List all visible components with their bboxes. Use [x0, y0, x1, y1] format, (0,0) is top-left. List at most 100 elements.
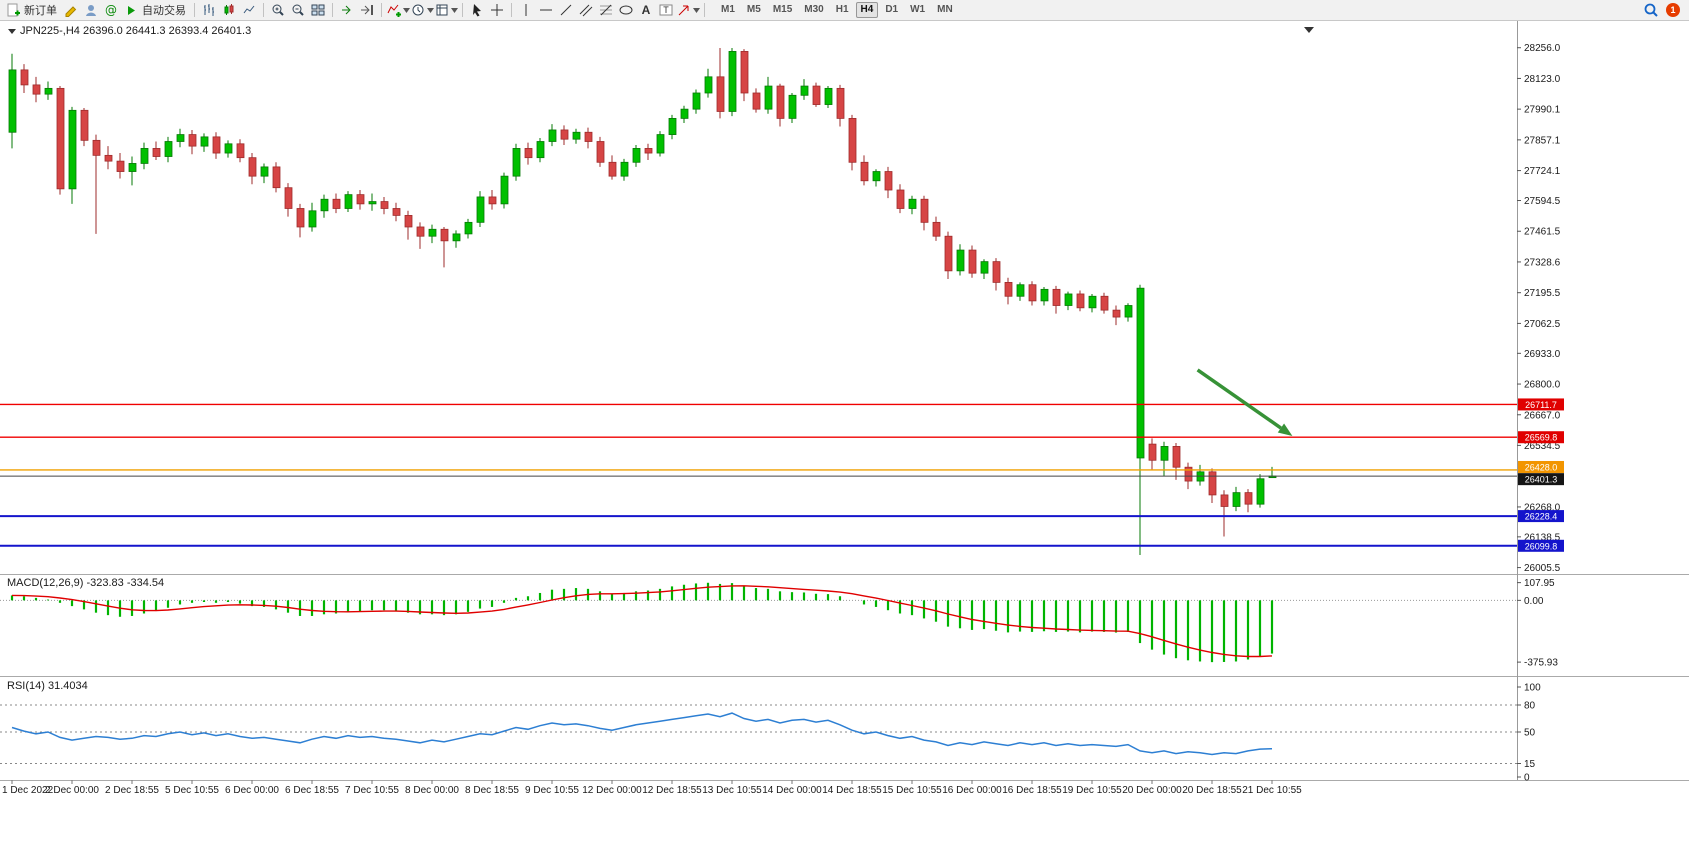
- timeframe-h4-button[interactable]: H4: [855, 2, 879, 18]
- templates-icon: [436, 4, 448, 16]
- tile-windows-button[interactable]: [308, 1, 328, 19]
- price-tick-label: 28256.0: [1524, 43, 1561, 54]
- auto-scroll-icon: [342, 5, 351, 15]
- macd-scale-label: -375.93: [1524, 658, 1558, 669]
- metaeditor-button[interactable]: [61, 1, 81, 19]
- vertical-line-icon: [525, 4, 527, 16]
- time-tick-label: 15 Dec 10:55: [882, 785, 942, 796]
- timeframe-w1-button[interactable]: W1: [910, 4, 926, 15]
- chevron-down-icon: [693, 7, 700, 13]
- profile-button[interactable]: [81, 1, 101, 19]
- vertical-line-tool-button[interactable]: [516, 1, 536, 19]
- price-label-text: 26711.7: [1525, 400, 1557, 410]
- play-icon: [128, 6, 135, 15]
- channel-icon: [579, 4, 593, 17]
- toolbar-separator: [704, 3, 705, 17]
- time-tick-label: 19 Dec 10:55: [1062, 785, 1122, 796]
- time-tick-label: 20 Dec 18:55: [1182, 785, 1242, 796]
- toolbar-separator: [462, 3, 463, 17]
- price-chart[interactable]: 28256.0 28123.0 27990.1 27857.1 27724.1 27594…: [0, 21, 1689, 860]
- price-tick-label: 26667.0: [1524, 410, 1561, 421]
- templates-button[interactable]: [434, 1, 458, 19]
- price-tick-label: 26933.0: [1524, 349, 1561, 360]
- svg-text:A: A: [642, 3, 651, 17]
- horizontal-line-tool-button[interactable]: [536, 1, 556, 19]
- profile-icon: [86, 5, 96, 16]
- chevron-down-icon: [427, 7, 434, 13]
- price-label-box: [1518, 460, 1564, 473]
- channel-tool-button[interactable]: [576, 1, 596, 19]
- timeframe-m1-button[interactable]: M1: [721, 4, 735, 15]
- timeframe-mn-button[interactable]: MN: [937, 4, 953, 15]
- line-chart-button[interactable]: [239, 1, 259, 19]
- auto-scroll-button[interactable]: [337, 1, 357, 19]
- pencil-icon: [65, 6, 77, 17]
- ohlc-bars-icon: [204, 4, 214, 16]
- toolbar-separator: [381, 3, 382, 17]
- timeframe-m15-button[interactable]: M15: [772, 4, 793, 15]
- macd-label: MACD(12,26,9) -323.83 -334.54: [7, 577, 165, 589]
- time-tick-label: 5 Dec 10:55: [165, 785, 219, 796]
- notification-badge[interactable]: 1: [1666, 3, 1680, 17]
- candlestick-chart-button[interactable]: [219, 1, 239, 19]
- bar-chart-button[interactable]: [199, 1, 219, 19]
- zoom-out-button[interactable]: [288, 1, 308, 19]
- text-icon: A: [642, 3, 651, 17]
- new-order-button[interactable]: [3, 1, 23, 19]
- timeframe-m30-button[interactable]: M30: [804, 4, 824, 15]
- chart-shift-button[interactable]: [357, 1, 377, 19]
- zoom-out-icon: [292, 4, 304, 16]
- autotrade-label[interactable]: 自动交易: [142, 5, 186, 17]
- price-axis: [1517, 47, 1521, 569]
- chart-shift-marker[interactable]: [1304, 27, 1314, 33]
- chart-shift-icon: [361, 5, 373, 15]
- rsi-level-label: 100: [1524, 683, 1541, 694]
- autotrade-button[interactable]: [121, 1, 141, 19]
- periods-button[interactable]: [410, 1, 434, 19]
- price-tick-label: 26005.5: [1524, 563, 1561, 574]
- fibonacci-tool-button[interactable]: [596, 1, 616, 19]
- timeframe-m5-button[interactable]: M5: [746, 4, 761, 15]
- line-chart-icon: [243, 5, 255, 14]
- zoom-in-button[interactable]: [268, 1, 288, 19]
- trend-arrow-annotation[interactable]: [1196, 368, 1293, 437]
- price-tick-label: 27857.1: [1524, 135, 1561, 146]
- svg-text:T: T: [663, 5, 669, 15]
- search-icon[interactable]: [1643, 2, 1659, 18]
- timeframe-h1-button[interactable]: H1: [835, 4, 849, 15]
- indicators-icon: [387, 4, 401, 17]
- text-tool-button[interactable]: A: [636, 1, 656, 19]
- chart-window: 28256.0 28123.0 27990.1 27857.1 27724.1 27594…: [0, 21, 1689, 860]
- time-tick-label: 16 Dec 18:55: [1002, 785, 1062, 796]
- time-tick-label: 2 Dec 00:00: [45, 785, 99, 796]
- price-tick-label: 27328.6: [1524, 257, 1561, 268]
- time-tick-label: 8 Dec 00:00: [405, 785, 459, 796]
- price-label-text: 26428.0: [1525, 462, 1558, 472]
- cursor-tool-button[interactable]: [467, 1, 487, 19]
- price-label-text: 26099.8: [1525, 541, 1558, 551]
- time-tick-label: 12 Dec 00:00: [582, 785, 642, 796]
- ellipse-icon: [619, 5, 633, 15]
- crosshair-tool-button[interactable]: [487, 1, 507, 19]
- shapes-tool-button[interactable]: [616, 1, 636, 19]
- rsi-level-label: 0: [1524, 773, 1530, 784]
- time-tick-label: 8 Dec 18:55: [465, 785, 519, 796]
- timeframe-d1-button[interactable]: D1: [885, 4, 899, 15]
- price-tick-label: 26800.0: [1524, 380, 1561, 391]
- community-button[interactable]: @: [101, 1, 121, 19]
- arrows-tool-button[interactable]: [676, 1, 700, 19]
- macd-panel: [0, 582, 1521, 663]
- macd-scale-label: 0.00: [1524, 596, 1544, 607]
- price-label-box: [1518, 510, 1564, 523]
- trendline-tool-button[interactable]: [556, 1, 576, 19]
- crosshair-icon: [491, 4, 503, 16]
- price-tick-label: 27195.5: [1524, 288, 1561, 299]
- text-label-tool-button[interactable]: T: [656, 1, 676, 19]
- fibonacci-icon: [600, 4, 612, 16]
- chart-dropdown-icon[interactable]: [8, 28, 16, 34]
- indicators-button[interactable]: [386, 1, 410, 19]
- time-tick-label: 2 Dec 18:55: [105, 785, 159, 796]
- price-tick-label: 26138.5: [1524, 532, 1561, 543]
- price-label-box: [1518, 431, 1564, 444]
- new-order-label[interactable]: 新订单: [24, 5, 57, 17]
